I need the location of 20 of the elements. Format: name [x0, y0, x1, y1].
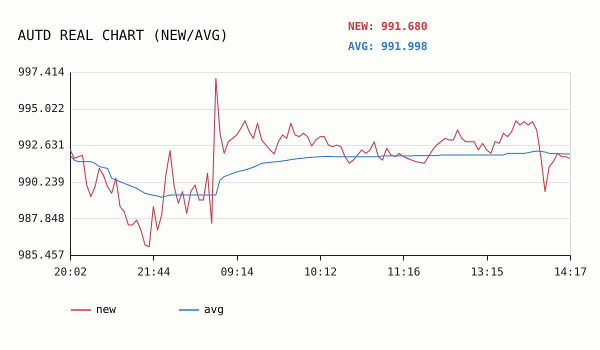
line-series [70, 78, 570, 248]
x-tick-label: 10:12 [304, 266, 338, 278]
y-tick-label: 987.848 [18, 212, 64, 225]
x-tick-label: 11:16 [387, 266, 420, 278]
legend-label: avg [204, 303, 224, 316]
legend-label: new [96, 303, 116, 316]
y-tick-label: 990.239 [18, 175, 64, 188]
y-tick-label: 997.414 [18, 66, 65, 78]
chart-title: AUTD REAL CHART (NEW/AVG) [18, 28, 228, 44]
x-tick-label: 09:14 [220, 266, 254, 278]
y-tick-label: 992.631 [18, 138, 64, 152]
line-series [70, 150, 570, 198]
y-tick-label: 985.457 [18, 248, 64, 262]
text: AVG: 991.998 [348, 40, 428, 53]
x-tick-label: 13:15 [470, 266, 504, 278]
x-tick-label: 14:17 [554, 266, 588, 278]
y-tick-label: 995.022 [18, 102, 64, 116]
text: NEW: 991.680 [348, 20, 428, 33]
x-tick-label: 20:02 [54, 266, 88, 278]
x-tick-label: 21:44 [137, 266, 171, 278]
